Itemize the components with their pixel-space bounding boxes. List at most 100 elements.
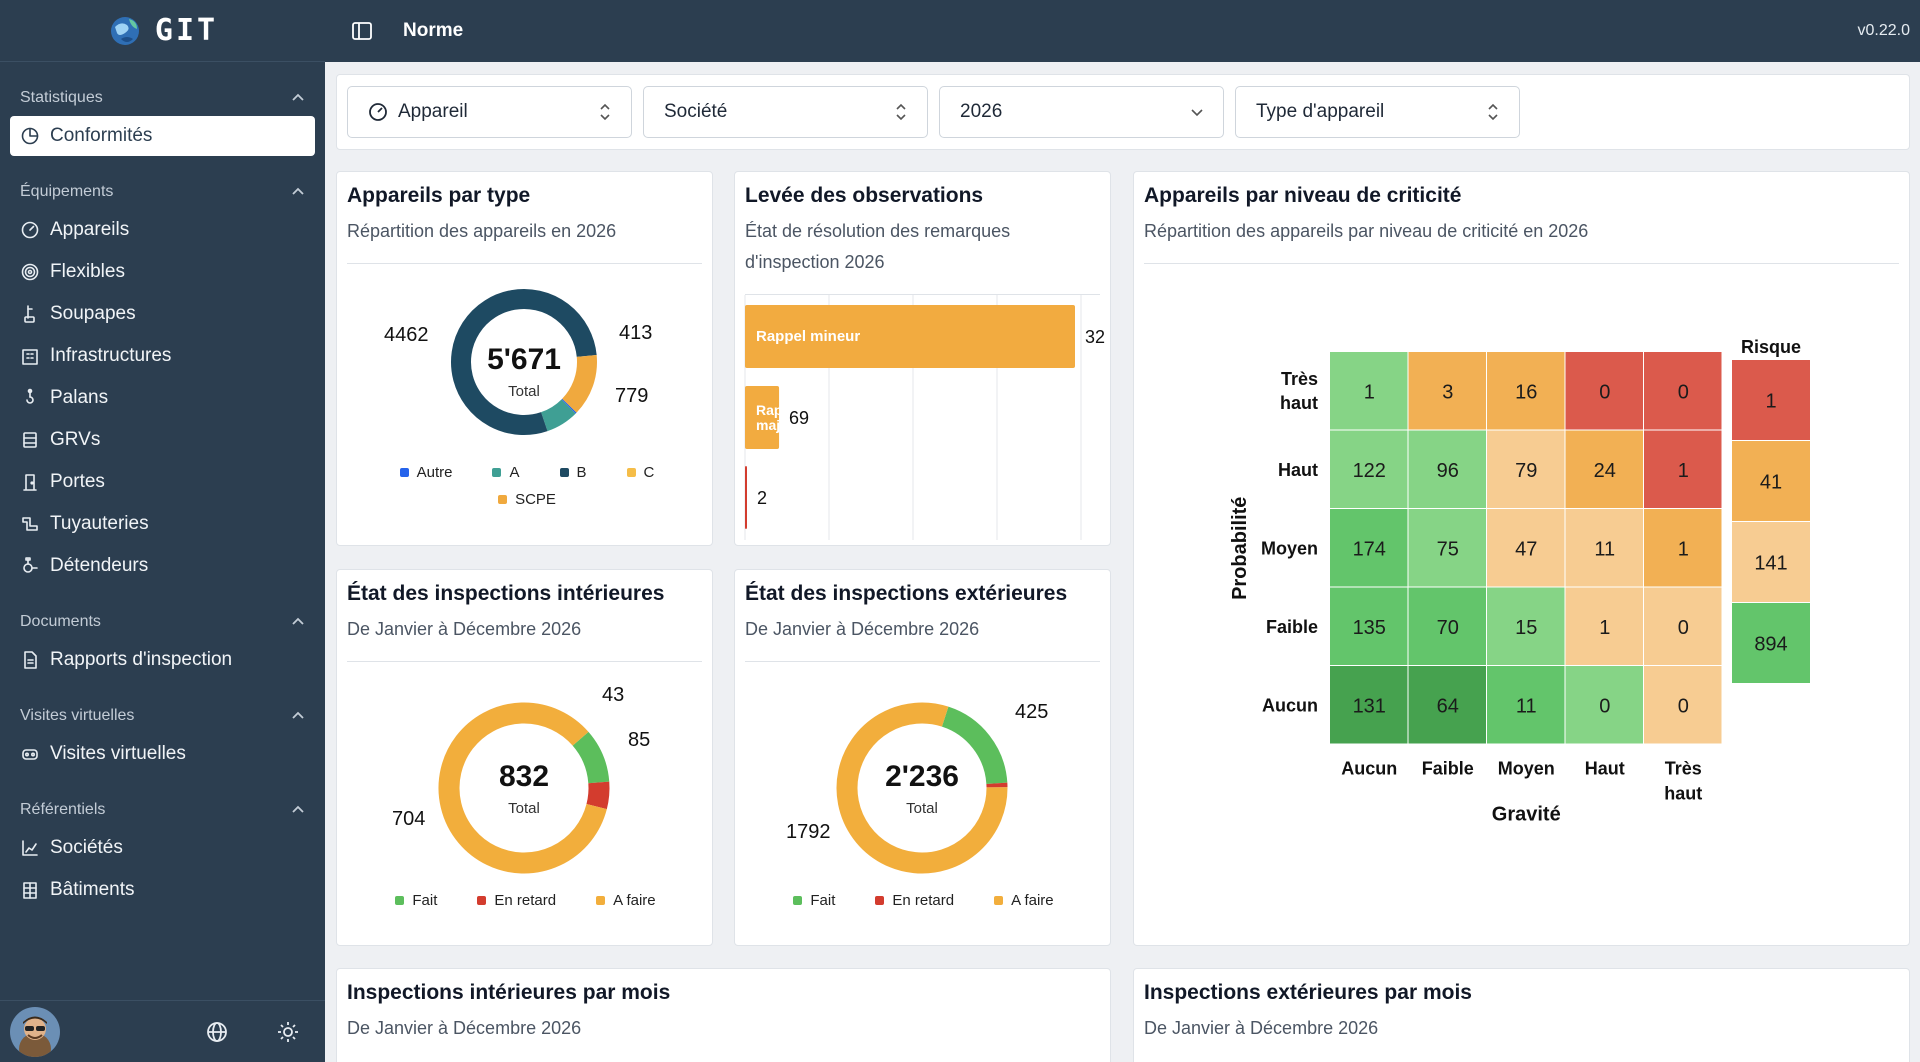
pie-chart-icon (21, 127, 39, 145)
filter-societe-select[interactable]: Société (643, 86, 928, 138)
heatmap-cell[interactable] (1644, 352, 1722, 430)
heatmap-cell[interactable] (1330, 587, 1408, 666)
heatmap-cell[interactable] (1565, 430, 1644, 509)
legend-item-a[interactable]: A (492, 464, 520, 481)
risk-cell[interactable] (1732, 360, 1810, 440)
sun-icon[interactable] (276, 1020, 300, 1044)
filter-type-select[interactable]: Type d'appareil (1235, 86, 1520, 138)
heatmap-cell[interactable] (1565, 666, 1644, 744)
door-icon (23, 474, 37, 491)
card-inspections-interieures: État des inspections intérieures De Janv… (336, 569, 713, 946)
legend-interieures: Fait En retard A faire (357, 892, 694, 909)
bar-observation[interactable] (745, 305, 1075, 368)
filter-appareil-select[interactable]: Appareil (347, 86, 632, 138)
legend-item-scpe[interactable]: SCPE (498, 491, 556, 508)
donut-slice-scpe[interactable] (561, 354, 597, 413)
heatmap-cell[interactable] (1408, 509, 1487, 587)
card-subtitle: De Janvier à Décembre 2026 (347, 1018, 582, 1038)
legend-item-a-faire[interactable]: A faire (596, 892, 656, 909)
topbar: Norme v0.22.0 (325, 0, 1920, 62)
heatmap-cell[interactable] (1330, 509, 1408, 587)
bar-observation[interactable] (745, 466, 747, 529)
heatmap-cell[interactable] (1330, 666, 1408, 744)
nav-section-header[interactable]: Équipements (0, 176, 325, 208)
sidebar-item-conformites[interactable]: Conformités (10, 116, 315, 156)
avatar[interactable] (10, 1006, 60, 1057)
heatmap-cell[interactable] (1408, 430, 1487, 509)
card-appareils-par-type: Appareils par type Répartition des appar… (336, 171, 713, 546)
x-tick-label: Haut (1585, 759, 1625, 779)
heatmap-cell[interactable] (1408, 587, 1487, 666)
chevron-down-icon (1191, 109, 1203, 117)
risk-cell[interactable] (1732, 522, 1810, 602)
heatmap-cell[interactable] (1487, 509, 1565, 587)
donut-slice-b[interactable] (451, 289, 597, 435)
heatmap-cell[interactable] (1644, 430, 1722, 509)
globe-icon[interactable] (205, 1020, 229, 1044)
heatmap-cell[interactable] (1565, 509, 1644, 587)
nav-section-header[interactable]: Référentiels (0, 794, 325, 826)
nav-section-header[interactable]: Documents (0, 606, 325, 638)
sidebar-item-societes[interactable]: Sociétés (10, 828, 315, 868)
risk-cell[interactable] (1732, 441, 1810, 521)
donut-slice-a-faire[interactable] (836, 702, 1008, 874)
y-tick-label: Aucun (1262, 695, 1318, 715)
heatmap-cell[interactable] (1408, 666, 1487, 744)
donut-slice-a[interactable] (540, 399, 576, 432)
sidebar-item-rapports-d-inspection[interactable]: Rapports d'inspection (10, 640, 315, 680)
legend-item-autre[interactable]: Autre (399, 464, 452, 481)
heatmap-cell[interactable] (1330, 352, 1408, 430)
sort-icon (600, 103, 610, 121)
legend-item-c[interactable]: C (626, 464, 654, 481)
bar-observation[interactable] (745, 386, 780, 449)
legend-item-fait[interactable]: Fait (395, 892, 437, 909)
sidebar-item-grvs[interactable]: GRVs (10, 420, 315, 460)
nav-section-header[interactable]: Visites virtuelles (0, 700, 325, 732)
donut-slice-fait[interactable] (941, 706, 1008, 785)
sidebar-item-palans[interactable]: Palans (10, 378, 315, 418)
heatmap-cell-value: 64 (1437, 695, 1459, 717)
sidebar-item-appareils[interactable]: Appareils (10, 210, 315, 250)
sidebar-item-infrastructures[interactable]: Infrastructures (10, 336, 315, 376)
sidebar-item-flexibles[interactable]: Flexibles (10, 252, 315, 292)
heatmap-cell[interactable] (1487, 666, 1565, 744)
sidebar-toggle-icon[interactable] (351, 20, 373, 42)
legend-item-a-faire[interactable]: A faire (994, 892, 1054, 909)
donut-slice-fait[interactable] (572, 731, 610, 784)
donut-slice-autre[interactable] (561, 398, 577, 414)
heatmap-cell[interactable] (1565, 352, 1644, 430)
bar-category-label: Rappel (756, 402, 803, 418)
heatmap-cell[interactable] (1565, 587, 1644, 666)
heatmap-cell[interactable] (1487, 587, 1565, 666)
sidebar-item-tuyauteries[interactable]: Tuyauteries (10, 504, 315, 544)
heatmap-cell[interactable] (1487, 352, 1565, 430)
brand[interactable]: GIT (0, 0, 325, 62)
sidebar-item-portes[interactable]: Portes (10, 462, 315, 502)
heatmap-cell[interactable] (1330, 430, 1408, 509)
heatmap-cell[interactable] (1487, 430, 1565, 509)
nav-section-header[interactable]: Statistiques (0, 82, 325, 114)
chevron-up-icon (292, 187, 304, 195)
chevron-up-icon (292, 93, 304, 101)
donut-slice-en-retard[interactable] (586, 781, 610, 810)
legend-item-fait[interactable]: Fait (793, 892, 835, 909)
sidebar-item-visites-virtuelles[interactable]: Visites virtuelles (10, 734, 315, 774)
sidebar-item-batiments[interactable]: Bâtiments (10, 870, 315, 910)
card-levee-observations: Levée des observations État de résolutio… (734, 171, 1111, 546)
heatmap-cell[interactable] (1644, 666, 1722, 744)
risk-cell-value: 1 (1765, 391, 1776, 413)
heatmap-cell[interactable] (1644, 509, 1722, 587)
card-subtitle: Répartition des appareils par niveau de … (1144, 221, 1589, 241)
donut-slice-a-faire[interactable] (438, 702, 607, 874)
sidebar-nav[interactable]: Statistiques Conformités Équipements Appare… (0, 62, 325, 1000)
sidebar-item-soupapes[interactable]: Soupapes (10, 294, 315, 334)
legend-item-b[interactable]: B (559, 464, 587, 481)
legend-item-en-retard[interactable]: En retard (477, 892, 556, 909)
heatmap-cell[interactable] (1408, 352, 1487, 430)
legend-item-en-retard[interactable]: En retard (875, 892, 954, 909)
risk-cell[interactable] (1732, 603, 1810, 683)
filter-annee-select[interactable]: 2026 (939, 86, 1224, 138)
sidebar-item-detendeurs[interactable]: Détendeurs (10, 546, 315, 586)
heatmap-cell[interactable] (1644, 587, 1722, 666)
document-icon (24, 651, 37, 669)
